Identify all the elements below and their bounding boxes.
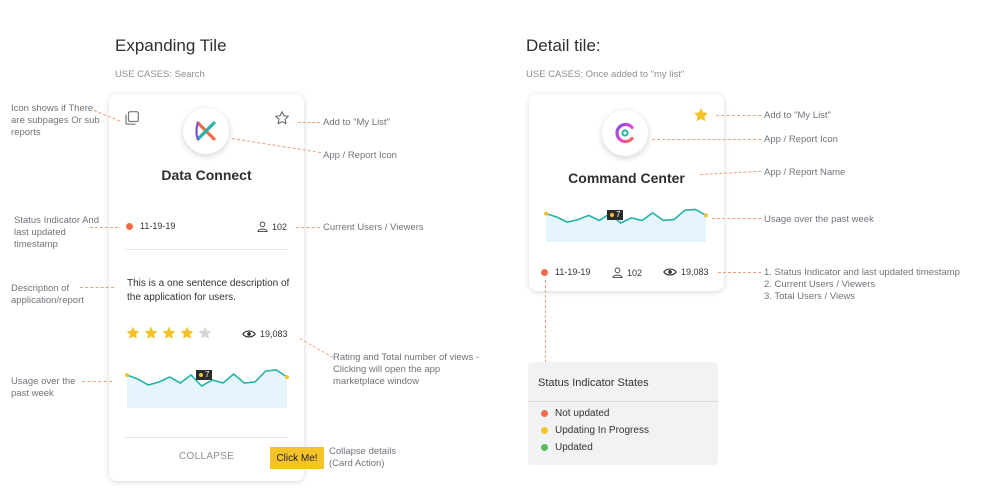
status-dot [541, 268, 548, 276]
anno-description: Description of application/report [11, 283, 84, 306]
eye-icon [242, 330, 256, 338]
leader-line [296, 227, 320, 228]
anno-meta-list: 1. Status Indicator and last updated tim… [764, 267, 960, 303]
sparkline-line [126, 369, 288, 387]
anno-rating: Rating and Total number of views - Click… [333, 352, 480, 387]
anno-meta-item: 2. Current Users / Viewers [764, 279, 876, 290]
status-dot [126, 222, 133, 230]
star-filled-icon[interactable] [143, 325, 159, 346]
anno-app-name: App / Report Name [764, 167, 846, 178]
current-users: 102 [612, 267, 642, 278]
anno-app-icon: App / Report Icon [764, 134, 838, 145]
leader-line [545, 280, 546, 363]
anno-meta-item: 1. Status Indicator and last updated tim… [764, 267, 960, 278]
anno-my-list: Add to "My List" [764, 110, 831, 121]
star-filled-icon[interactable] [693, 107, 709, 128]
sparkline-area [546, 209, 706, 242]
leader-line [298, 122, 320, 123]
detail-tile-card[interactable]: Command Center 7 11-19-19 102 19,083 [529, 94, 724, 291]
star-filled-icon[interactable] [179, 325, 195, 346]
total-views[interactable]: 19,083 [663, 267, 709, 277]
legend-item-updating: Updating In Progress [541, 425, 649, 436]
anno-my-list: Add to "My List" [323, 117, 390, 128]
legend-label: Updating In Progress [555, 425, 649, 436]
star-filled-icon[interactable] [161, 325, 177, 346]
anno-meta-item: 3. Total Users / Views [764, 291, 855, 302]
leader-line [82, 381, 112, 382]
sparkline-endpoint [704, 213, 708, 218]
legend-label: Updated [555, 442, 593, 453]
collapse-button[interactable]: COLLAPSE [179, 451, 235, 462]
copy-icon[interactable] [125, 111, 139, 130]
left-heading: Expanding Tile [115, 36, 227, 55]
status-indicator: 11-19-19 [126, 221, 175, 231]
leader-line [80, 287, 114, 288]
anno-app-icon: App / Report Icon [323, 150, 397, 161]
data-connect-app-icon [183, 108, 229, 154]
status-indicator: 11-19-19 [541, 267, 590, 277]
status-legend: Status Indicator States Not updated Upda… [528, 362, 718, 465]
star-empty-icon[interactable] [197, 325, 213, 346]
leader-line [716, 115, 761, 116]
sparkline-endpoint [544, 211, 548, 216]
anno-usage: Usage over the past week [11, 376, 76, 399]
usage-sparkline [544, 208, 708, 242]
sparkline-area [127, 370, 287, 408]
last-updated: 11-19-19 [140, 221, 176, 231]
total-views[interactable]: 19,083 [242, 329, 288, 339]
card-title: Command Center [568, 170, 685, 186]
rating-stars[interactable] [125, 325, 215, 346]
star-outline-icon[interactable] [274, 110, 290, 131]
card-description: This is a one sentence description of th… [127, 278, 290, 303]
divider [125, 249, 288, 250]
usage-sparkline [125, 369, 289, 408]
legend-item-not-updated: Not updated [541, 408, 610, 419]
leader-line [718, 272, 761, 273]
tooltip-dot [199, 373, 203, 377]
anno-users: Current Users / Viewers [323, 222, 424, 233]
leader-line [712, 218, 761, 219]
eye-icon [663, 268, 677, 276]
anno-collapse: Collapse details (Card Action) [329, 446, 397, 469]
tooltip-value: 7 [616, 210, 621, 219]
legend-label: Not updated [555, 408, 610, 419]
right-heading: Detail tile: [526, 36, 601, 55]
sparkline-tooltip: 7 [196, 370, 213, 380]
leader-line [652, 139, 761, 140]
legend-dot [541, 410, 548, 417]
legend-item-updated: Updated [541, 442, 593, 453]
command-center-app-icon [602, 110, 648, 156]
views-count: 19,083 [681, 267, 709, 277]
last-updated: 11-19-19 [555, 267, 591, 277]
sparkline-endpoint [285, 375, 289, 379]
expanding-tile-card[interactable]: Data Connect 11-19-19 102 This is a one … [109, 94, 304, 481]
anno-subpages: Icon shows if There are subpages Or sub … [11, 103, 100, 138]
users-count: 102 [272, 221, 288, 232]
legend-title: Status Indicator States [538, 377, 649, 389]
user-icon [257, 221, 268, 232]
legend-divider [528, 401, 718, 402]
anno-usage: Usage over the past week [764, 214, 874, 225]
click-me-button[interactable]: Click Me! [270, 447, 324, 469]
legend-dot [541, 427, 548, 434]
card-title: Data Connect [161, 167, 252, 183]
legend-dot [541, 444, 548, 451]
sparkline-line [545, 208, 707, 224]
star-filled-icon[interactable] [125, 325, 141, 346]
sparkline-tooltip: 7 [607, 210, 624, 220]
anno-status: Status Indicator And last updated timest… [14, 215, 100, 250]
leader-line [90, 227, 118, 228]
leader-line [299, 338, 334, 358]
sparkline-endpoint [125, 373, 129, 377]
current-users: 102 [257, 221, 287, 232]
left-usecase: USE CASES: Search [115, 69, 205, 80]
tooltip-value: 7 [205, 370, 210, 379]
views-count: 19,083 [260, 329, 288, 339]
footer-divider [125, 437, 288, 438]
tooltip-dot [610, 213, 614, 217]
users-count: 102 [627, 267, 643, 278]
right-usecase: USE CASES: Once added to "my list" [526, 69, 685, 80]
user-icon [612, 267, 623, 278]
